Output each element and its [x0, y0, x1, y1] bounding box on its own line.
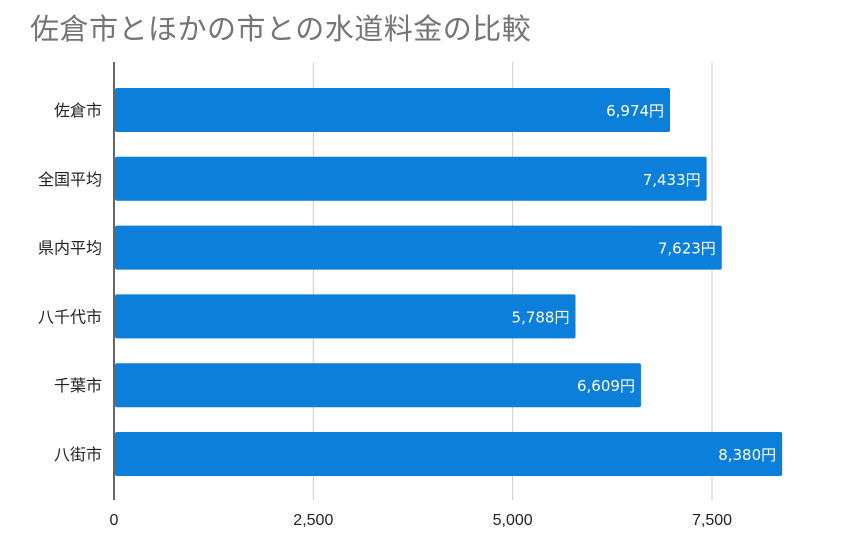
- category-label: 八街市: [54, 445, 102, 464]
- x-tick-label: 0: [110, 512, 119, 529]
- data-label: 7,623円: [658, 240, 716, 258]
- bar: [115, 225, 722, 270]
- data-label: 8,380円: [718, 446, 776, 464]
- category-label: 八千代市: [38, 307, 102, 326]
- category-label: 佐倉市: [54, 101, 102, 120]
- x-tick-label: 2,500: [293, 512, 333, 529]
- category-label: 全国平均: [38, 170, 102, 189]
- bars: [115, 88, 783, 476]
- bar: [115, 294, 576, 339]
- chart-title: 佐倉市とほかの市との水道料金の比較: [30, 12, 532, 46]
- data-label: 7,433円: [643, 171, 701, 189]
- data-label: 6,609円: [577, 377, 635, 395]
- data-label: 5,788円: [512, 308, 570, 326]
- gridlines: [312, 62, 713, 500]
- bar: [115, 156, 707, 201]
- data-label: 6,974円: [606, 102, 664, 120]
- category-label: 千葉市: [54, 376, 102, 395]
- bar: [115, 363, 641, 408]
- bar: [115, 432, 783, 476]
- x-tick-label: 5,000: [493, 512, 533, 529]
- x-tick-label: 7,500: [692, 512, 732, 529]
- category-label: 県内平均: [38, 239, 102, 258]
- bar: [115, 88, 671, 132]
